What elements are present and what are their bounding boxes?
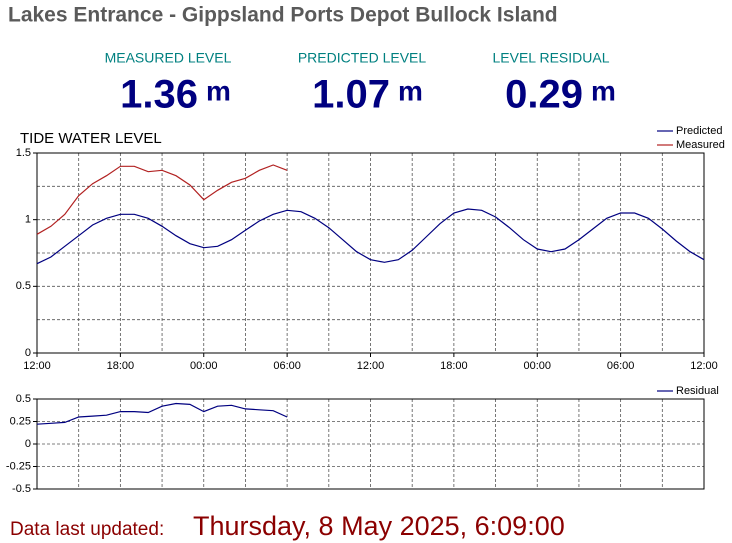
stat-value: 1.07 [312,73,390,117]
footer-value: Thursday, 8 May 2025, 6:09:00 [193,511,565,541]
x-tick-label: 00:00 [190,360,218,372]
y-tick-label: 0.5 [16,280,31,292]
footer-label: Data last updated: [10,519,164,540]
plot-frame [36,398,705,490]
x-tick-label: 18:00 [440,360,468,372]
x-tick-label: 12:00 [690,360,718,372]
stat-label: LEVEL RESIDUAL [493,50,610,66]
legend-label: Measured [676,139,725,151]
y-tick-label: 1 [25,214,31,226]
stat-unit: m [398,75,423,106]
x-tick-label: 06:00 [273,360,301,372]
series-line [36,208,705,265]
x-tick-label: 18:00 [107,360,135,372]
series-line [36,402,288,425]
x-tick-label: 12:00 [23,360,51,372]
x-tick-label: 12:00 [357,360,385,372]
series-line [36,164,288,235]
y-tick-label: 1.5 [16,147,31,159]
y-tick-label: 0.5 [16,393,31,405]
y-tick-label: -0.5 [12,483,31,495]
stat-unit: m [206,75,231,106]
stat-unit: m [591,75,616,106]
page-title: Lakes Entrance - Gippsland Ports Depot B… [8,4,558,27]
y-tick-label: -0.25 [6,460,31,472]
y-tick-label: 0.25 [10,415,31,427]
stat-value: 1.36 [120,73,198,117]
legend-label: Predicted [676,125,722,137]
y-tick-label: 0 [25,438,31,450]
x-tick-label: 00:00 [523,360,551,372]
y-tick-label: 0 [25,347,31,359]
x-tick-label: 06:00 [607,360,635,372]
stat-value: 0.29 [505,73,583,117]
legend-label: Residual [676,385,719,397]
stat-label: PREDICTED LEVEL [298,50,427,66]
stat-label: MEASURED LEVEL [105,50,232,66]
chart-title: TIDE WATER LEVEL [20,130,162,147]
plot-frame [36,152,705,354]
